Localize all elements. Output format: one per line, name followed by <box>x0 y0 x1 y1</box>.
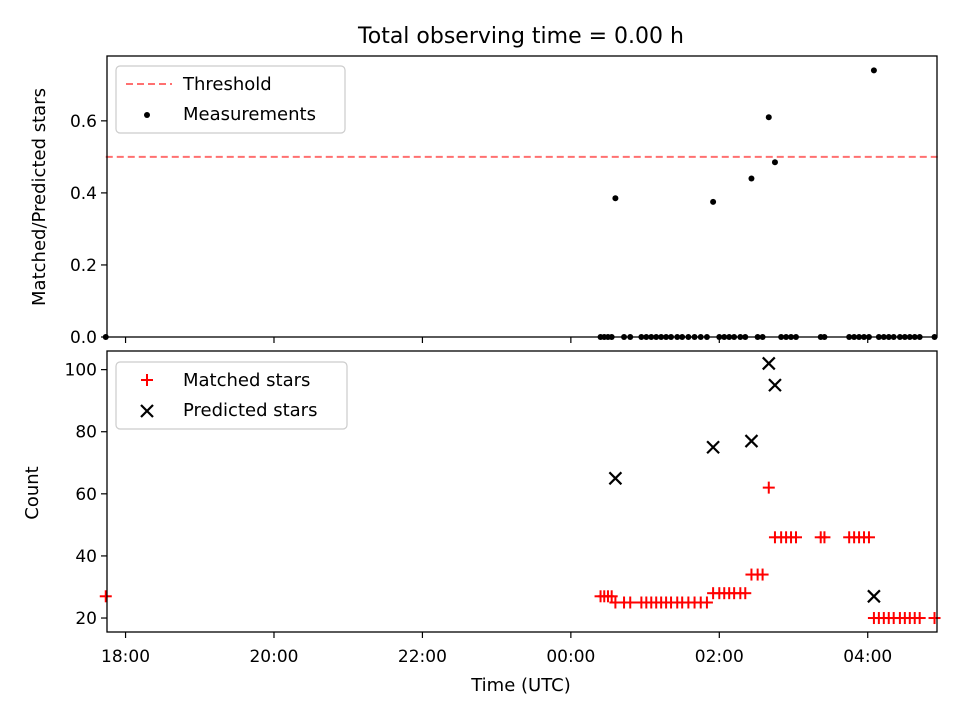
x-tick-label: 22:00 <box>398 647 447 667</box>
y-tick-label: 0.0 <box>70 328 97 348</box>
count-legend-box <box>115 361 348 430</box>
predicted-star-point <box>768 378 782 392</box>
matched-star-point <box>700 596 713 609</box>
y-ticks-count: 20 40 60 80 100 <box>65 361 107 629</box>
matched-star-point <box>928 612 941 625</box>
predicted-star-point <box>608 471 623 486</box>
ratio-legend-box <box>115 65 346 134</box>
matched-star-point <box>756 568 769 581</box>
legend-matched-swatch <box>141 374 153 386</box>
x-tick-label: 02:00 <box>695 647 744 667</box>
y-tick-label: 100 <box>65 361 97 381</box>
y-tick-label: 40 <box>75 547 97 567</box>
matched-star-point <box>762 481 775 494</box>
matched-star-point <box>862 531 875 544</box>
matched-star-point <box>739 587 752 600</box>
matched-star-point <box>605 590 618 603</box>
y-tick-label: 0.4 <box>70 184 97 204</box>
measurement-point <box>748 175 755 182</box>
matched-star-point <box>624 596 637 609</box>
ratio-legend: Threshold Measurements <box>115 65 346 134</box>
y-tick-label: 20 <box>75 609 97 629</box>
matched-star-point <box>818 531 831 544</box>
legend-predicted-label: Predicted stars <box>183 400 317 421</box>
predicted-star-point <box>761 356 776 371</box>
y-ticks-ratio: 0.0 0.2 0.4 0.6 <box>70 112 107 348</box>
count-plot-frame <box>106 350 938 633</box>
matched-star-point <box>99 590 112 603</box>
x-ticks-count: 18:00 20:00 22:00 00:00 02:00 04:00 <box>101 632 892 667</box>
measurement-point <box>771 159 778 166</box>
measurement-point <box>765 114 772 121</box>
y-tick-label: 0.6 <box>70 112 97 132</box>
ratio-panel: Total observing time = 0.00 h Matched/Pr… <box>29 24 939 348</box>
x-tick-label: 20:00 <box>249 647 298 667</box>
predicted-star-point <box>744 434 759 448</box>
y-axis-label-ratio: Matched/Predicted stars <box>29 88 50 306</box>
count-legend: Matched stars Predicted stars <box>115 361 348 430</box>
measurement-point <box>870 67 877 74</box>
matched-star-points <box>99 481 941 625</box>
x-tick-label: 00:00 <box>546 647 595 667</box>
x-tick-label: 18:00 <box>101 647 150 667</box>
x-tick-label: 04:00 <box>843 647 892 667</box>
y-tick-label: 60 <box>75 485 97 505</box>
y-tick-label: 80 <box>75 423 97 443</box>
ratio-plot-frame <box>106 55 938 338</box>
legend-matched-label: Matched stars <box>183 370 310 391</box>
matched-star-point <box>789 531 802 544</box>
legend-measurements-swatch <box>144 112 150 118</box>
legend-predicted-swatch <box>140 404 154 418</box>
measurement-point <box>710 198 717 205</box>
predicted-star-point <box>706 440 720 455</box>
y-axis-label-count: Count <box>22 466 43 519</box>
legend-threshold-label: Threshold <box>182 74 272 95</box>
measurement-point <box>612 195 619 202</box>
predicted-star-point <box>867 589 881 604</box>
legend-measurements-label: Measurements <box>183 104 316 125</box>
chart-title: Total observing time = 0.00 h <box>357 24 684 49</box>
matched-star-point <box>913 612 926 625</box>
predicted-star-points <box>608 356 881 604</box>
x-axis-label: Time (UTC) <box>470 675 571 696</box>
y-tick-label: 0.2 <box>70 256 97 276</box>
count-panel: Count Time (UTC) 20 40 60 80 100 18:00 20:00 2… <box>22 350 941 696</box>
